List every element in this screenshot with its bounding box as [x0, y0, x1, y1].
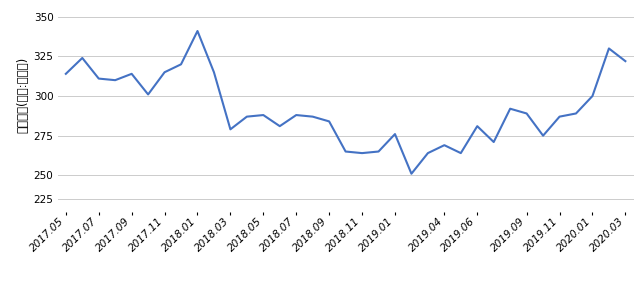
Y-axis label: 거래금액(단위:백만원): 거래금액(단위:백만원) — [17, 56, 29, 133]
